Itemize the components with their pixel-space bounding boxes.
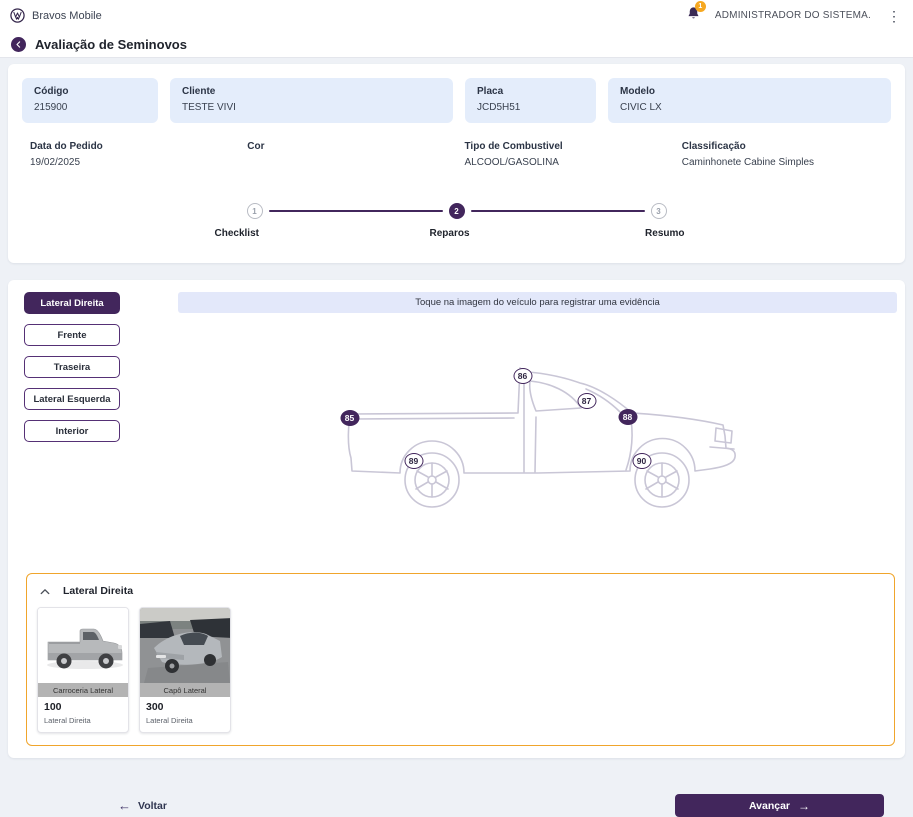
- notifications-button[interactable]: 1: [686, 1, 706, 26]
- damage-marker-90[interactable]: 90: [632, 453, 651, 469]
- field-value: JCD5H51: [477, 102, 521, 113]
- field-value: ALCOOL/GASOLINA: [464, 157, 559, 168]
- field-value: Caminhonete Cabine Simples: [681, 157, 815, 168]
- field-label: Cor: [247, 141, 265, 152]
- step-resumo[interactable]: 3: [650, 203, 667, 219]
- field-label: Placa: [477, 86, 504, 97]
- evidence-value: 300: [146, 701, 164, 713]
- kebab-menu-icon[interactable]: ⋮: [887, 7, 901, 24]
- field-label: Cliente: [182, 86, 216, 97]
- top-app-bar: Bravos Mobile 1 ADMINISTRADOR DO SISTEMA…: [0, 0, 913, 31]
- evidence-subtitle: Lateral Direita: [44, 716, 91, 725]
- field-label: Tipo de Combustivel: [464, 141, 563, 152]
- step-connector: [470, 210, 645, 212]
- page-title: Avaliação de Seminovos: [35, 36, 187, 52]
- field-label: Data do Pedido: [30, 141, 103, 152]
- evidence-subtitle: Lateral Direita: [146, 716, 193, 725]
- damage-marker-89[interactable]: 89: [404, 453, 423, 469]
- field-value: CIVIC LX: [620, 102, 662, 113]
- step-checklist[interactable]: 1: [246, 203, 263, 219]
- voltar-label: Voltar: [138, 799, 167, 812]
- evidence-photo: [38, 608, 128, 683]
- field-modelo: Modelo CIVIC LX: [608, 78, 891, 123]
- step-reparos[interactable]: 2: [448, 203, 465, 219]
- field-label: Modelo: [620, 86, 655, 97]
- back-button[interactable]: [11, 36, 26, 52]
- notification-badge: 1: [694, 1, 706, 12]
- field-value: 19/02/2025: [30, 157, 81, 168]
- plain-fields-row: Data do Pedido 19/02/2025 Cor Tipo de Co…: [22, 141, 891, 169]
- vw-logo-icon: [10, 8, 25, 23]
- step-connector: [268, 210, 443, 212]
- step-label-checklist: Checklist: [214, 228, 259, 239]
- damage-marker-86[interactable]: 86: [513, 368, 532, 384]
- avancar-button[interactable]: Avançar →: [675, 794, 884, 817]
- evidence-section-title: Lateral Direita: [63, 585, 134, 597]
- vehicle-diagram[interactable]: 85 86 87 88 89 90: [338, 361, 738, 511]
- avancar-label: Avançar: [748, 799, 791, 812]
- section-button-interior[interactable]: Interior: [24, 420, 120, 442]
- section-buttons: Lateral Direita Frente Traseira Lateral …: [24, 292, 120, 511]
- field-value: [247, 157, 456, 169]
- app-title: Bravos Mobile: [32, 9, 102, 22]
- evidence-value: 100: [44, 701, 62, 713]
- voltar-button[interactable]: ← Voltar: [118, 798, 167, 813]
- section-button-traseira[interactable]: Traseira: [24, 356, 120, 378]
- damage-marker-87[interactable]: 87: [577, 393, 596, 409]
- damage-marker-88[interactable]: 88: [618, 409, 637, 425]
- field-combustivel: Tipo de Combustivel ALCOOL/GASOLINA: [457, 141, 674, 169]
- field-cliente: Cliente TESTE VIVI: [170, 78, 453, 123]
- step-label-reparos: Reparos: [429, 228, 470, 239]
- evidence-caption: Carroceria Lateral: [38, 683, 128, 697]
- repairs-card: Lateral Direita Frente Traseira Lateral …: [8, 280, 905, 758]
- pickup-truck-outline: [347, 367, 736, 508]
- section-button-lateral-direita[interactable]: Lateral Direita: [24, 292, 120, 314]
- page-header: Avaliação de Seminovos: [0, 31, 913, 58]
- field-label: Classificação: [681, 141, 746, 152]
- highlight-fields-row: Código 215900 Cliente TESTE VIVI Placa J…: [22, 78, 891, 123]
- section-button-lateral-esquerda[interactable]: Lateral Esquerda: [24, 388, 120, 410]
- arrow-left-icon: ←: [118, 798, 131, 813]
- field-cor: Cor: [239, 141, 456, 169]
- evidence-caption: Capô Lateral: [140, 683, 230, 697]
- arrow-right-icon: →: [798, 798, 811, 813]
- field-value: TESTE VIVI: [182, 102, 236, 113]
- field-label: Código: [34, 86, 69, 97]
- collapse-chevron-icon[interactable]: [40, 588, 50, 595]
- field-classificacao: Classificação Caminhonete Cabine Simples: [674, 141, 891, 169]
- section-button-frente[interactable]: Frente: [24, 324, 120, 346]
- evidence-photo: [140, 608, 230, 683]
- field-value: 215900: [34, 102, 68, 113]
- evidence-card-carroceria-lateral[interactable]: Carroceria Lateral 100 Lateral Direita: [37, 607, 129, 733]
- step-label-resumo: Resumo: [645, 228, 685, 239]
- field-data-pedido: Data do Pedido 19/02/2025: [22, 141, 239, 169]
- evidence-card-capo-lateral[interactable]: Capô Lateral 300 Lateral Direita: [139, 607, 231, 733]
- user-name: ADMINISTRADOR DO SISTEMA.: [714, 10, 871, 21]
- vehicle-info-card: Código 215900 Cliente TESTE VIVI Placa J…: [8, 64, 905, 263]
- footer-actions: ← Voltar Avançar →: [8, 772, 905, 817]
- evidence-hint-banner: Toque na imagem do veículo para registra…: [178, 292, 897, 313]
- field-codigo: Código 215900: [22, 78, 158, 123]
- evidence-panel: Lateral Direita: [26, 573, 895, 746]
- progress-stepper: 1 2 3 Checklist Reparos Resumo: [215, 203, 685, 239]
- field-placa: Placa JCD5H51: [465, 78, 596, 123]
- damage-marker-85[interactable]: 85: [340, 410, 359, 426]
